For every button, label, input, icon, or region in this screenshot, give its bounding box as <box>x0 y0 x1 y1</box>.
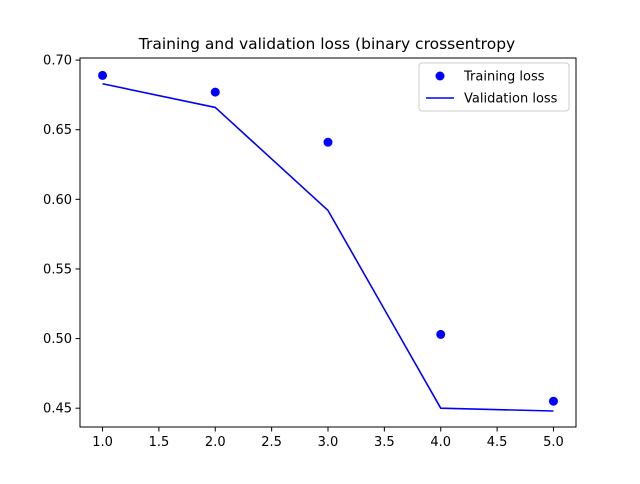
chart-title: Training and validation loss (binary cro… <box>138 35 515 53</box>
data-marks <box>98 70 558 412</box>
legend-label: Training loss <box>463 70 545 85</box>
training-loss-point <box>323 137 333 147</box>
x-tick-label: 4.0 <box>430 435 451 450</box>
x-tick-label: 4.5 <box>487 435 508 450</box>
y-tick-label: 0.45 <box>43 402 72 417</box>
y-tick-label: 0.50 <box>43 332 72 347</box>
validation-loss-line <box>102 82 554 412</box>
x-tick-label: 1.5 <box>149 435 170 450</box>
y-tick-label: 0.70 <box>43 54 72 69</box>
y-tick-label: 0.55 <box>43 262 72 277</box>
training-loss-point <box>98 70 108 80</box>
x-tick-label: 1.0 <box>92 435 113 450</box>
y-tick-label: 0.60 <box>43 193 72 208</box>
y-tick-label: 0.65 <box>43 123 72 138</box>
training-loss-point <box>548 396 558 406</box>
x-tick-label: 2.0 <box>205 435 226 450</box>
legend-point-swatch <box>435 71 445 81</box>
x-tick-label: 3.5 <box>374 435 395 450</box>
x-tick-label: 2.5 <box>261 435 282 450</box>
x-tick-label: 5.0 <box>543 435 564 450</box>
training-loss-point <box>436 329 446 339</box>
legend-box <box>418 62 570 112</box>
x-tick-label: 3.0 <box>318 435 339 450</box>
axes: 1.0 1.5 2.0 2.5 3.0 3.5 4.0 4.5 5.0 0.45 0.50 0.55 0… <box>43 54 577 450</box>
training-loss-point <box>210 87 220 97</box>
legend-label: Validation loss <box>464 92 558 107</box>
legend: Training loss Validation loss <box>418 62 570 112</box>
